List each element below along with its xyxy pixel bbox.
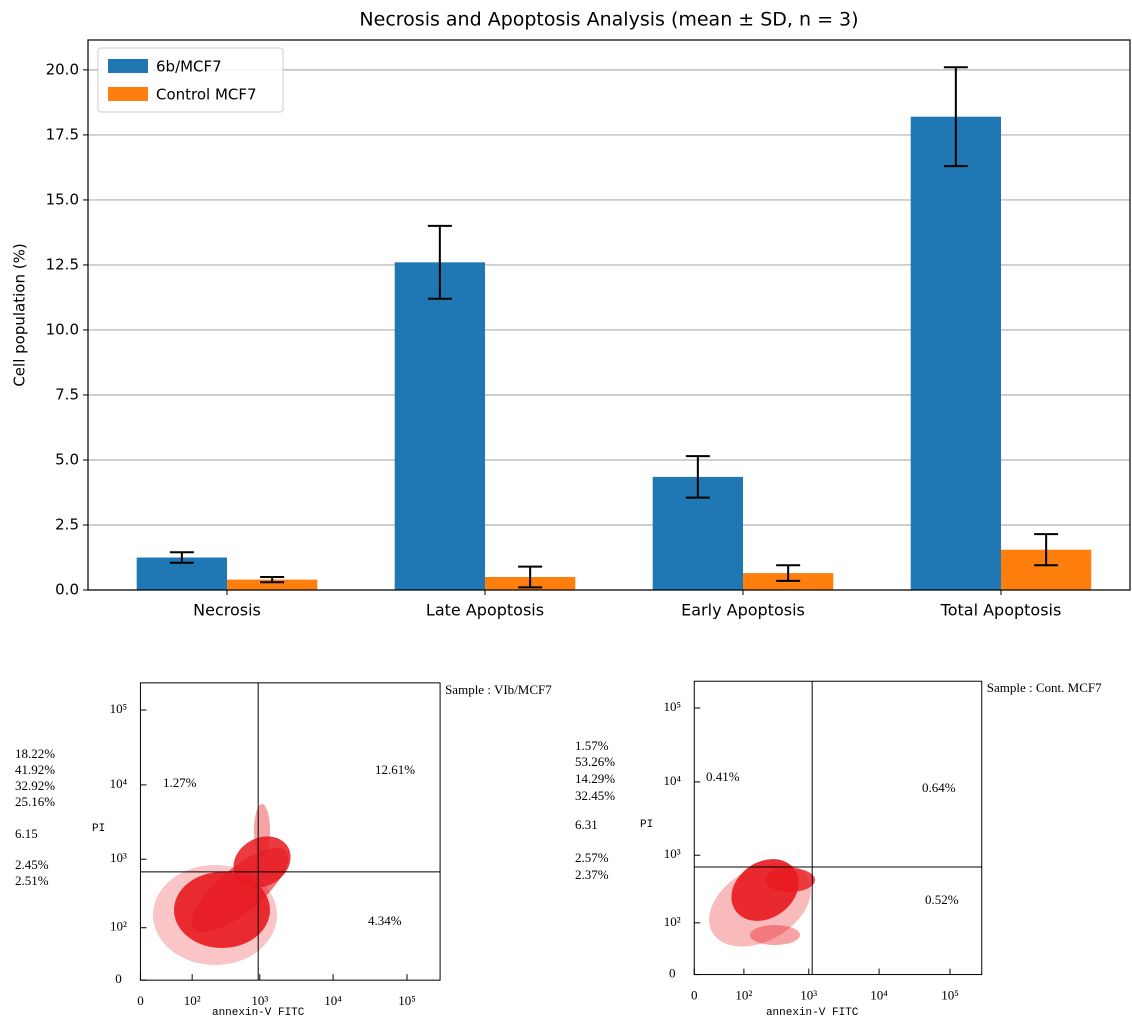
y-tick-label: 10⁴	[663, 773, 681, 788]
bar	[395, 262, 485, 590]
x-tick-label: Necrosis	[193, 601, 261, 620]
y-tick-label: 12.5	[46, 255, 79, 273]
y-tick-label: 5.0	[55, 450, 79, 468]
stat-label: 32.45%	[575, 788, 615, 803]
y-tick-label: 10⁵	[663, 699, 681, 714]
stat-label: 18.22%	[15, 746, 55, 761]
stat-label: 2.51%	[15, 873, 49, 888]
quadrant-label: 12.61%	[375, 762, 415, 777]
y-tick-label: 10.0	[46, 320, 79, 338]
y-tick-label: 2.5	[55, 515, 79, 533]
legend-swatch	[108, 87, 148, 101]
chart-title: Necrosis and Apoptosis Analysis (mean ± …	[359, 9, 858, 31]
x-axis-label: annexin-V FITC	[766, 1007, 859, 1019]
y-tick-label: 0	[669, 966, 676, 981]
y-tick-label: 0.0	[55, 581, 79, 599]
y-tick-label: 10²	[110, 919, 127, 934]
legend-label: Control MCF7	[156, 86, 257, 104]
stat-label: 32.92%	[15, 778, 55, 793]
quadrant-label: 0.64%	[922, 780, 956, 795]
y-axis-label: PI	[92, 823, 105, 835]
y-tick-label: 0	[115, 971, 122, 986]
stat-label: 41.92%	[15, 762, 55, 777]
x-tick-label: 10⁴	[324, 993, 342, 1008]
y-tick-label: 10⁵	[110, 701, 128, 716]
figure: Necrosis and Apoptosis Analysis (mean ± …	[0, 0, 1132, 1022]
sample-label: Sample : Cont. MCF7	[987, 680, 1102, 695]
stat-label: 6.15	[15, 826, 38, 841]
x-axis-label: annexin-V FITC	[212, 1007, 305, 1019]
quadrant-label: 0.41%	[706, 769, 740, 784]
stat-label: 25.16%	[15, 794, 55, 809]
x-tick-label: 0	[691, 988, 698, 1003]
stat-label: 2.37%	[575, 867, 609, 882]
y-axis-label: Cell population (%)	[11, 243, 29, 386]
y-tick-label: 20.0	[46, 60, 79, 78]
stat-label: 2.57%	[575, 850, 609, 865]
y-tick-label: 7.5	[55, 385, 79, 403]
quadrant-label: 1.27%	[163, 775, 197, 790]
y-tick-label: 10³	[110, 850, 127, 865]
x-tick-label: 10³	[251, 993, 268, 1008]
y-tick-label: 10³	[664, 846, 681, 861]
x-tick-label: Early Apoptosis	[681, 601, 805, 620]
y-tick-label: 10²	[664, 914, 681, 929]
legend-label: 6b/MCF7	[156, 58, 222, 76]
x-tick-label: 10²	[184, 993, 201, 1008]
bar	[911, 117, 1001, 590]
y-tick-label: 15.0	[46, 190, 79, 208]
legend-swatch	[108, 59, 148, 73]
x-tick-label: 10⁵	[398, 993, 416, 1008]
quadrant-label: 0.52%	[925, 892, 959, 907]
x-tick-label: 10²	[735, 988, 752, 1003]
x-tick-label: 10⁴	[870, 988, 888, 1003]
y-tick-label: 10⁴	[110, 776, 128, 791]
x-tick-label: Total Apoptosis	[940, 601, 1062, 620]
x-tick-label: Late Apoptosis	[426, 601, 544, 620]
quadrant-label: 4.34%	[368, 913, 402, 928]
stat-label: 6.31	[575, 817, 598, 832]
x-tick-label: 10⁵	[941, 988, 959, 1003]
stat-label: 2.45%	[15, 857, 49, 872]
stat-label: 1.57%	[575, 738, 609, 753]
stat-label: 14.29%	[575, 771, 615, 786]
y-tick-label: 17.5	[46, 125, 79, 143]
dot-cloud	[153, 804, 826, 965]
stat-label: 53.26%	[575, 754, 615, 769]
x-tick-label: 0	[137, 993, 144, 1008]
sample-label: Sample : VIb/MCF7	[445, 682, 552, 697]
x-tick-label: 10³	[800, 988, 817, 1003]
y-axis-label: PI	[640, 819, 653, 831]
